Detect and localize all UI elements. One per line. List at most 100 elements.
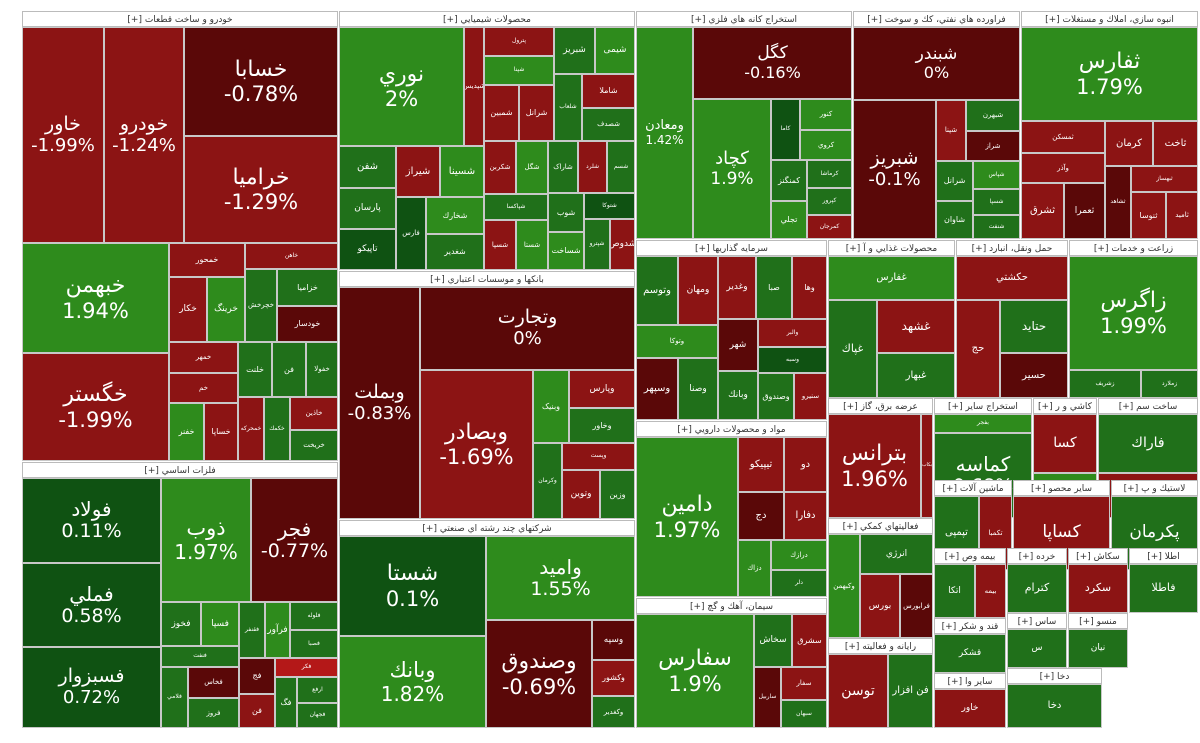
treemap-tile[interactable]: بكاب — [921, 414, 933, 518]
treemap-tile[interactable]: شهر — [718, 319, 758, 371]
treemap-tile[interactable]: خاذين — [290, 397, 338, 430]
treemap-tile[interactable]: دامين 1.97% — [636, 437, 738, 597]
treemap-tile[interactable]: شيمی — [595, 27, 635, 74]
sector-header[interactable]: سكاش [+] — [1068, 548, 1128, 564]
treemap-tile[interactable]: واميد 1.55% — [486, 536, 635, 620]
treemap-tile[interactable]: خلنت — [238, 342, 272, 397]
treemap-tile[interactable]: كترام — [1007, 564, 1067, 613]
treemap-tile[interactable]: فسپا — [201, 602, 239, 646]
treemap-tile[interactable]: شاملا — [582, 74, 635, 108]
treemap-tile[interactable]: دخا — [1007, 684, 1102, 728]
treemap-tile[interactable]: كرماشا — [807, 160, 852, 188]
treemap-tile[interactable]: وكشور — [592, 660, 635, 696]
treemap-tile[interactable]: فاراك — [1098, 414, 1198, 473]
treemap-tile[interactable]: خسابا -0.78% — [184, 27, 338, 136]
treemap-tile[interactable]: ومهان — [678, 256, 718, 325]
treemap-tile[interactable]: والبر — [758, 319, 827, 347]
treemap-tile[interactable]: وغدیر — [718, 256, 756, 319]
treemap-tile[interactable]: خمحور — [169, 243, 245, 277]
treemap-tile[interactable]: شگل — [516, 141, 548, 194]
treemap-tile[interactable]: ثعمرا — [1064, 183, 1105, 239]
treemap-tile[interactable]: كگل -0.16% — [693, 27, 852, 99]
treemap-tile[interactable]: شرانل — [519, 85, 554, 141]
treemap-tile[interactable]: تجلي — [771, 201, 807, 239]
treemap-tile[interactable]: خاهن — [245, 243, 338, 269]
treemap-tile[interactable]: شتوكا — [584, 193, 635, 219]
treemap-tile[interactable]: بيمه — [975, 564, 1006, 618]
treemap-tile[interactable]: فكر — [275, 658, 338, 677]
treemap-tile[interactable]: فملي 0.58% — [22, 563, 161, 647]
treemap-tile[interactable]: زشريف — [1069, 370, 1141, 398]
treemap-tile[interactable]: سنيرو — [794, 373, 827, 420]
treemap-tile[interactable]: غشهد — [877, 300, 955, 353]
treemap-tile[interactable]: خودسار — [277, 306, 338, 342]
treemap-tile[interactable]: شاوان — [936, 201, 973, 239]
treemap-tile[interactable]: دلر — [771, 570, 827, 597]
sector-header[interactable]: شركتهاي چند رشته اي صنعتي [+] — [339, 520, 635, 536]
treemap-tile[interactable]: ساربيل — [754, 667, 781, 728]
treemap-tile[interactable]: فولاد 0.11% — [22, 478, 161, 563]
sector-header[interactable]: دخا [+] — [1007, 668, 1102, 684]
treemap-tile[interactable]: شكربن — [484, 141, 516, 194]
sector-header[interactable]: ساير محصو [+] — [1013, 480, 1110, 496]
treemap-tile[interactable]: سفار — [781, 667, 827, 700]
treemap-tile[interactable]: فلوله — [290, 602, 338, 630]
treemap-tile[interactable]: وتجارت 0% — [420, 287, 635, 370]
treemap-tile[interactable]: خفولا — [306, 342, 338, 397]
treemap-tile[interactable]: شفن — [339, 146, 396, 188]
sector-header[interactable]: خرده [+] — [1007, 548, 1067, 564]
treemap-tile[interactable]: شنفت — [973, 215, 1020, 239]
treemap-tile[interactable]: فنفت — [161, 646, 239, 667]
treemap-tile[interactable]: ذوب 1.97% — [161, 478, 251, 602]
treemap-tile[interactable]: سفارس 1.9% — [636, 614, 754, 728]
treemap-tile[interactable]: س — [1007, 629, 1067, 668]
sector-header[interactable]: ساير وا [+] — [934, 673, 1006, 689]
treemap-tile[interactable]: حتايد — [1000, 300, 1068, 353]
sector-header[interactable]: مواد و محصولات دارويي [+] — [636, 421, 827, 437]
treemap-tile[interactable]: خبهمن 1.94% — [22, 243, 169, 353]
treemap-tile[interactable]: بترانس 1.96% — [828, 414, 921, 518]
sector-header[interactable]: منسو [+] — [1068, 613, 1128, 629]
treemap-tile[interactable]: پترول — [484, 27, 554, 56]
treemap-tile[interactable]: قشكر — [934, 634, 1006, 673]
sector-header[interactable]: اطلا [+] — [1129, 548, 1198, 564]
treemap-tile[interactable]: صبا — [756, 256, 792, 319]
treemap-tile[interactable]: وکرمان — [533, 443, 562, 519]
treemap-tile[interactable]: ثشرق — [1021, 183, 1064, 239]
sector-header[interactable]: محصولات غذايي و آ [+] — [828, 240, 955, 256]
treemap-tile[interactable]: خچرخش — [245, 269, 277, 342]
sector-header[interactable]: فعاليتهاي كمكي [+] — [828, 518, 933, 534]
treemap-tile[interactable]: نيان — [1068, 629, 1128, 668]
treemap-tile[interactable]: خم — [169, 373, 238, 403]
treemap-tile[interactable]: فجر -0.77% — [251, 478, 338, 602]
treemap-tile[interactable]: شخارك — [426, 197, 484, 234]
sector-header[interactable]: رايانه و فعاليته [+] — [828, 638, 933, 654]
sector-header[interactable]: لاستيك و پ [+] — [1111, 480, 1198, 496]
treemap-tile[interactable]: شرانل — [936, 161, 973, 201]
treemap-tile[interactable]: فارس — [396, 197, 426, 270]
treemap-tile[interactable]: شصدف — [582, 108, 635, 141]
sector-header[interactable]: محصولات شيميايي [+] — [339, 11, 635, 27]
treemap-tile[interactable]: خزامیا — [277, 269, 338, 306]
sector-header[interactable]: بانكها و موسسات اعتباري [+] — [339, 271, 635, 287]
treemap-tile[interactable]: شپاس — [973, 161, 1020, 189]
treemap-tile[interactable]: شسپا — [973, 189, 1020, 215]
treemap-tile[interactable]: دج — [738, 492, 784, 540]
sector-header[interactable]: حمل ونقل، انبارد [+] — [956, 240, 1068, 256]
sector-header[interactable]: ساس [+] — [1007, 613, 1067, 629]
treemap-tile[interactable]: شراز — [966, 131, 1020, 161]
treemap-tile[interactable]: سكرد — [1068, 564, 1128, 613]
treemap-tile[interactable]: شستا — [516, 220, 548, 270]
sector-header[interactable]: انبوه سازي، املاك و مستغلات [+] — [1021, 11, 1198, 27]
treemap-tile[interactable]: كچاد 1.9% — [693, 99, 771, 239]
treemap-tile[interactable]: خكار — [169, 277, 207, 342]
treemap-tile[interactable]: شپديس — [464, 27, 484, 146]
treemap-tile[interactable]: ثبهساز — [1131, 166, 1198, 192]
treemap-tile[interactable]: كاما — [771, 99, 800, 160]
treemap-tile[interactable]: بفجر — [934, 414, 1032, 433]
sector-header[interactable]: بيمه وص [+] — [934, 548, 1006, 564]
treemap-tile[interactable]: سشرق — [792, 614, 827, 667]
treemap-tile[interactable]: فگ — [275, 677, 297, 728]
sector-header[interactable]: عرضه برق، گاز [+] — [828, 398, 933, 414]
treemap-tile[interactable]: شسينا — [440, 146, 484, 197]
